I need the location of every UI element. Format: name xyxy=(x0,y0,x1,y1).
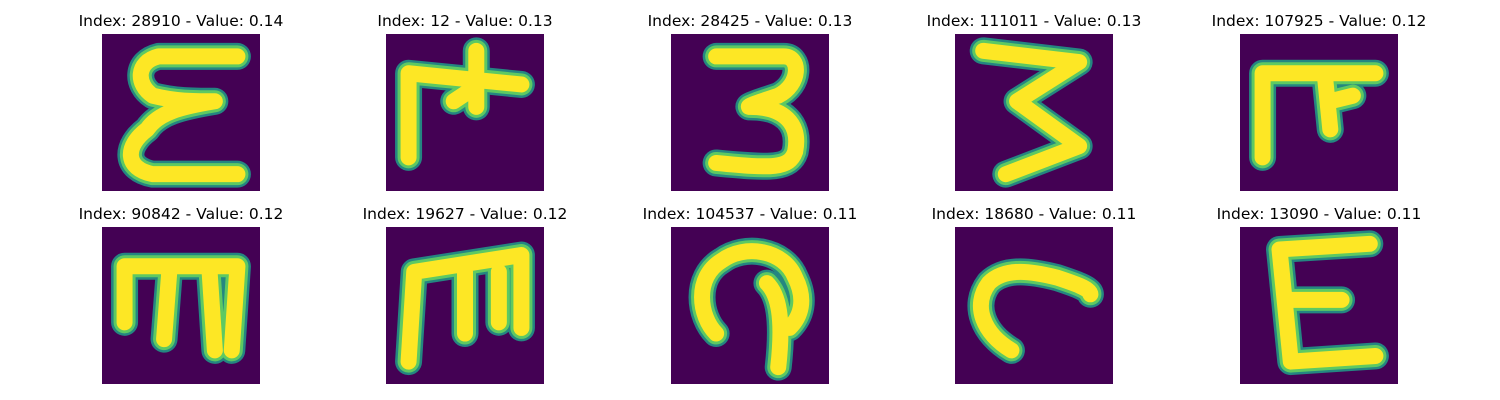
panel-title: Index: 111011 - Value: 0.13 xyxy=(926,12,1142,30)
glyph-image xyxy=(1240,34,1398,191)
panel-title: Index: 18680 - Value: 0.11 xyxy=(931,205,1137,223)
grid-panel-2: Index: 12 - Value: 0.13 xyxy=(355,11,575,191)
grid-panel-8: Index: 104537 - Value: 0.11 xyxy=(640,204,860,384)
panel-title: Index: 28910 - Value: 0.14 xyxy=(78,12,284,30)
glyph-image xyxy=(102,227,260,384)
grid-panel-6: Index: 90842 - Value: 0.12 xyxy=(71,204,291,384)
glyph-image xyxy=(671,227,829,384)
grid-panel-10: Index: 13090 - Value: 0.11 xyxy=(1209,204,1429,384)
panel-title: Index: 13090 - Value: 0.11 xyxy=(1216,205,1422,223)
grid-panel-9: Index: 18680 - Value: 0.11 xyxy=(924,204,1144,384)
glyph-image xyxy=(386,34,544,191)
glyph-image xyxy=(671,34,829,191)
glyph-image xyxy=(1240,227,1398,384)
grid-panel-1: Index: 28910 - Value: 0.14 xyxy=(71,11,291,191)
grid-panel-3: Index: 28425 - Value: 0.13 xyxy=(640,11,860,191)
panel-title: Index: 19627 - Value: 0.12 xyxy=(362,205,568,223)
glyph-image xyxy=(386,227,544,384)
panel-title: Index: 28425 - Value: 0.13 xyxy=(647,12,853,30)
grid-panel-5: Index: 107925 - Value: 0.12 xyxy=(1209,11,1429,191)
grid-panel-7: Index: 19627 - Value: 0.12 xyxy=(355,204,575,384)
panel-title: Index: 90842 - Value: 0.12 xyxy=(78,205,284,223)
glyph-image xyxy=(102,34,260,191)
grid-panel-4: Index: 111011 - Value: 0.13 xyxy=(924,11,1144,191)
glyph-image xyxy=(955,34,1113,191)
panel-title: Index: 12 - Value: 0.13 xyxy=(377,12,553,30)
panel-title: Index: 104537 - Value: 0.11 xyxy=(642,205,858,223)
panel-title: Index: 107925 - Value: 0.12 xyxy=(1211,12,1427,30)
glyph-image xyxy=(955,227,1113,384)
